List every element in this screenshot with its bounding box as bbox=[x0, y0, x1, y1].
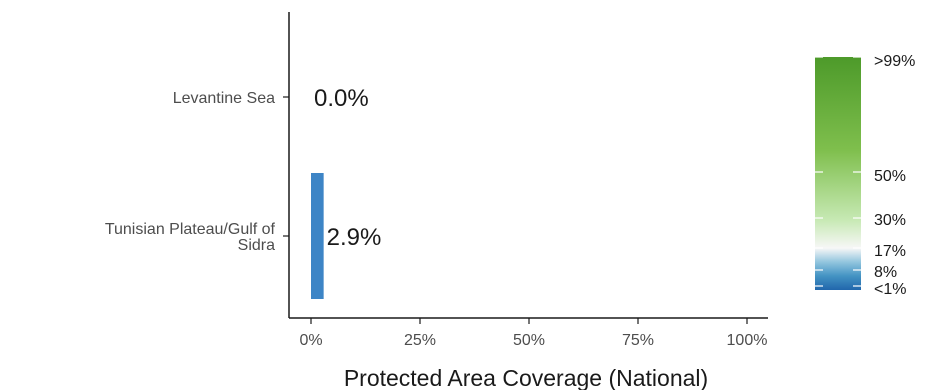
data-label: 0.0% bbox=[314, 85, 369, 112]
legend-colorbar: >99% 50% 30% 17% 8%<1% bbox=[815, 53, 915, 298]
legend-label: 50% bbox=[874, 168, 906, 185]
x-axis-title: Protected Area Coverage (National) bbox=[344, 365, 708, 390]
x-tick-label: 25% bbox=[404, 332, 436, 349]
legend-label: >99% bbox=[874, 53, 915, 70]
legend-gradient-bar bbox=[815, 57, 861, 290]
y-tick-label-line: Sidra bbox=[238, 237, 275, 254]
legend-label: 30% bbox=[874, 212, 906, 229]
y-tick-label: Levantine Sea bbox=[173, 90, 275, 107]
x-tick-label: 50% bbox=[513, 332, 545, 349]
data-labels: 0.0% 2.9% bbox=[314, 85, 381, 251]
y-tick-label-line: Tunisian Plateau/Gulf of bbox=[105, 221, 276, 238]
legend-labels: >99% 50% 30% 17% 8%<1% bbox=[874, 53, 915, 298]
bars bbox=[311, 173, 324, 299]
bar bbox=[311, 173, 324, 299]
x-axis-ticks: 0% 25% 50% 75% 100% bbox=[299, 318, 767, 349]
y-tick-label: Tunisian Plateau/Gulf of Sidra bbox=[105, 221, 276, 254]
y-axis-ticks: Levantine Sea Tunisian Plateau/Gulf of Sid… bbox=[105, 90, 289, 254]
data-label: 2.9% bbox=[327, 224, 382, 251]
x-tick-label: 100% bbox=[727, 332, 768, 349]
x-tick-label: 0% bbox=[299, 332, 322, 349]
legend-label: <1% bbox=[874, 281, 906, 298]
legend-label: 17% bbox=[874, 243, 906, 260]
y-tick-label-line: Levantine Sea bbox=[173, 90, 275, 107]
x-tick-label: 75% bbox=[622, 332, 654, 349]
legend-label: 8% bbox=[874, 264, 897, 281]
